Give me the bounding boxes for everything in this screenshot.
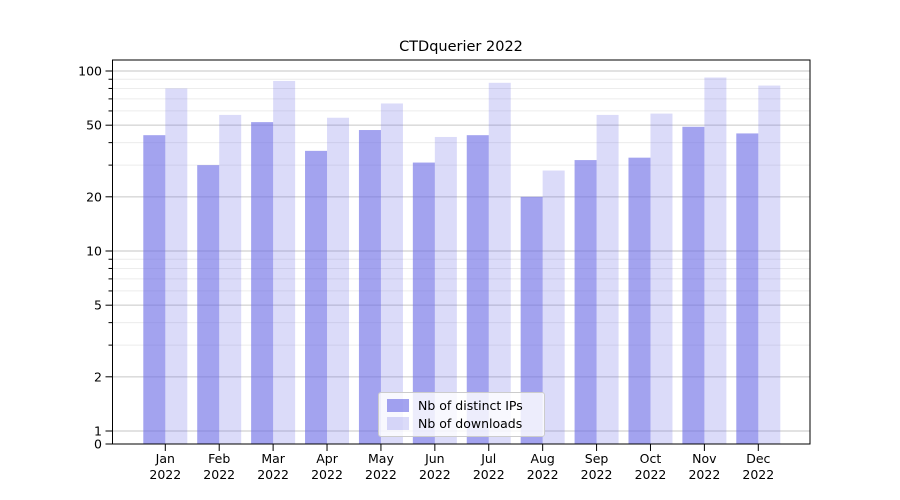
x-tick-label-month: Feb	[208, 451, 230, 466]
x-tick-label-year: 2022	[473, 467, 505, 482]
y-tick-label: 0	[94, 437, 102, 452]
y-tick-label: 10	[86, 244, 102, 259]
x-tick-label-month: Jul	[480, 451, 496, 466]
x-tick-label-month: Mar	[261, 451, 285, 466]
bar-downloads-jan	[165, 88, 188, 445]
x-tick-label-year: 2022	[149, 467, 181, 482]
y-tick-label: 5	[94, 298, 102, 313]
bar-downloads-dec	[758, 85, 781, 444]
bar-downloads-feb	[219, 114, 242, 444]
legend-swatch-distinct-ips	[387, 399, 409, 412]
x-tick-label-year: 2022	[311, 467, 343, 482]
bar-ips-jan	[143, 135, 166, 444]
x-tick-label-month: Jun	[424, 451, 445, 466]
x-tick-label-month: May	[368, 451, 394, 466]
x-tick-label-year: 2022	[257, 467, 289, 482]
y-tick-label: 20	[86, 189, 102, 204]
x-tick-label-year: 2022	[581, 467, 613, 482]
x-tick-label-year: 2022	[419, 467, 451, 482]
x-tick-label-month: Jan	[155, 451, 175, 466]
x-tick-label-year: 2022	[203, 467, 235, 482]
legend-swatch-downloads	[387, 417, 409, 430]
x-tick-label-month: Oct	[640, 451, 662, 466]
y-tick-label: 2	[94, 369, 102, 384]
bar-ips-nov	[682, 126, 705, 444]
y-tick-label: 50	[86, 118, 102, 133]
bar-downloads-nov	[704, 77, 727, 444]
x-tick-label-month: Nov	[692, 451, 717, 466]
bar-ips-sep	[574, 160, 597, 444]
bar-ips-aug	[520, 196, 543, 444]
x-tick-label-year: 2022	[635, 467, 667, 482]
x-tick-label-month: Dec	[746, 451, 770, 466]
bar-ips-jun	[412, 162, 435, 444]
chart-title: CTDquerier 2022	[399, 39, 523, 55]
x-tick-label-year: 2022	[527, 467, 559, 482]
y-tick-label: 1	[94, 424, 102, 439]
legend-label-distinct-ips: Nb of distinct IPs	[418, 398, 523, 413]
x-tick-label-year: 2022	[742, 467, 774, 482]
bar-downloads-jul	[488, 82, 511, 444]
x-tick-label-month: Apr	[316, 451, 338, 466]
bar-downloads-aug	[542, 170, 565, 445]
bar-downloads-may	[380, 103, 403, 445]
bar-ips-mar	[251, 122, 274, 445]
bar-ips-jul	[466, 135, 489, 444]
bar-ips-oct	[628, 157, 651, 445]
bar-ips-may	[358, 130, 381, 444]
legend-item-downloads: Nb of downloads	[387, 416, 536, 431]
x-tick-label-year: 2022	[365, 467, 397, 482]
y-tick-label: 100	[78, 64, 102, 79]
bar-downloads-oct	[650, 113, 673, 445]
x-tick-label-month: Aug	[530, 451, 554, 466]
bar-ips-apr	[305, 150, 328, 445]
bar-ips-feb	[197, 165, 220, 445]
legend: Nb of distinct IPs Nb of downloads	[378, 392, 545, 437]
bar-downloads-mar	[273, 80, 296, 445]
bar-downloads-apr	[327, 117, 350, 445]
x-tick-label-month: Sep	[585, 451, 609, 466]
legend-item-distinct-ips: Nb of distinct IPs	[387, 398, 536, 413]
plot-frame	[112, 59, 811, 445]
bar-downloads-jun	[434, 136, 457, 444]
legend-label-downloads: Nb of downloads	[418, 416, 523, 431]
bar-downloads-sep	[596, 114, 619, 444]
x-tick-label-year: 2022	[688, 467, 720, 482]
bar-ips-dec	[736, 133, 759, 444]
